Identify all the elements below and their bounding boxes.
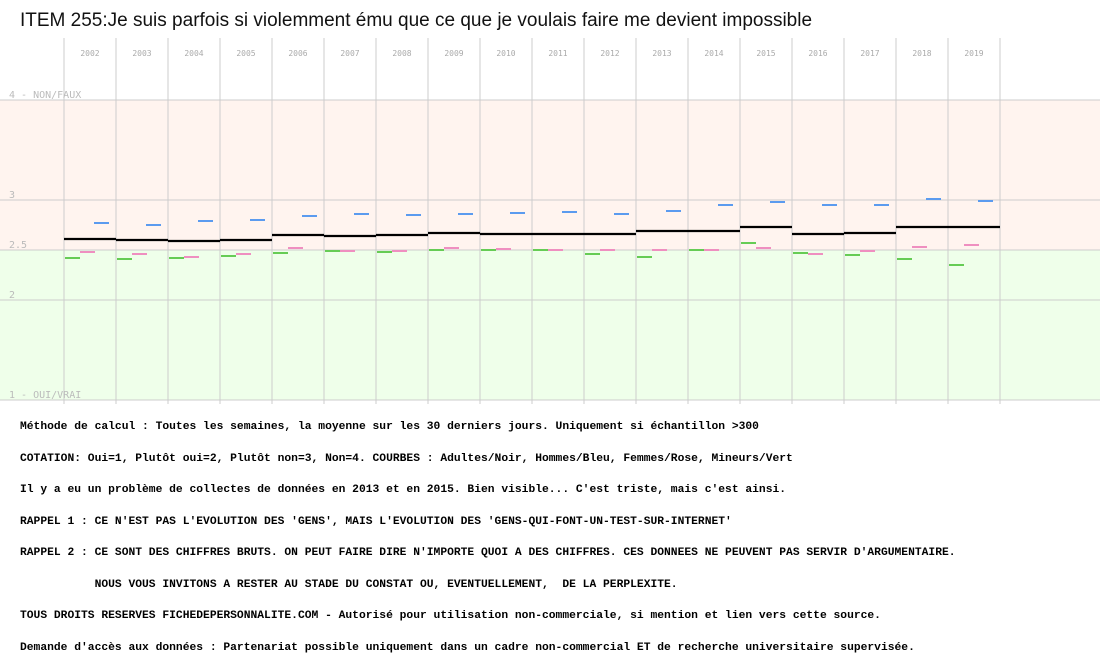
x-tick-label: 2010 [496,49,515,58]
x-tick-label: 2017 [860,49,879,58]
note-line: RAPPEL 2 : CE SONT DES CHIFFRES BRUTS. O… [20,547,956,559]
x-tick-label: 2002 [80,49,99,58]
chart-title: ITEM 255:Je suis parfois si violemment é… [20,10,813,31]
note-line: Demande d'accès aux données : Partenaria… [20,641,915,654]
x-tick-label: 2016 [808,49,827,58]
x-tick-label: 2005 [236,49,255,58]
note-line: NOUS VOUS INVITONS A RESTER AU STADE DU … [20,578,678,591]
note-line: Méthode de calcul : Toutes les semaines,… [20,421,759,433]
y-tick-label: 2 [9,290,15,301]
x-tick-label: 2007 [340,49,359,58]
x-tick-label: 2019 [964,49,983,58]
chart-notes: Méthode de calcul : Toutes les semaines,… [20,401,956,664]
x-tick-label: 2018 [912,49,931,58]
x-tick-label: 2015 [756,49,775,58]
chart-bands [0,100,1100,400]
x-tick-label: 2003 [132,49,151,58]
y-tick-label: 2.5 [9,240,27,251]
upper-band [0,100,1100,250]
note-line: TOUS DROITS RESERVES FICHEDEPERSONNALITE… [20,610,881,622]
y-tick-label: 4 - NON/FAUX [9,90,81,101]
note-line: Il y a eu un problème de collectes de do… [20,484,787,496]
y-tick-label: 1 - OUI/VRAI [9,390,81,401]
x-tick-label: 2013 [652,49,671,58]
x-tick-label: 2012 [600,49,619,58]
x-tick-label: 2004 [184,49,203,58]
chart-marks [64,198,1000,266]
lower-band [0,250,1100,400]
x-axis-labels: 2002 2003 2004 2005 2006 2007 2008 2009 2010 2011… [80,49,983,58]
x-tick-label: 2008 [392,49,411,58]
y-tick-label: 3 [9,190,15,201]
chart-grid [0,38,1100,404]
x-tick-label: 2009 [444,49,463,58]
x-tick-label: 2006 [288,49,307,58]
note-line: COTATION: Oui=1, Plutôt oui=2, Plutôt no… [20,452,793,465]
x-tick-label: 2011 [548,49,567,58]
note-line: RAPPEL 1 : CE N'EST PAS L'EVOLUTION DES … [20,515,732,528]
y-axis-labels: 4 - NON/FAUX 3 2.5 2 1 - OUI/VRAI [9,90,81,401]
x-tick-label: 2014 [704,49,723,58]
